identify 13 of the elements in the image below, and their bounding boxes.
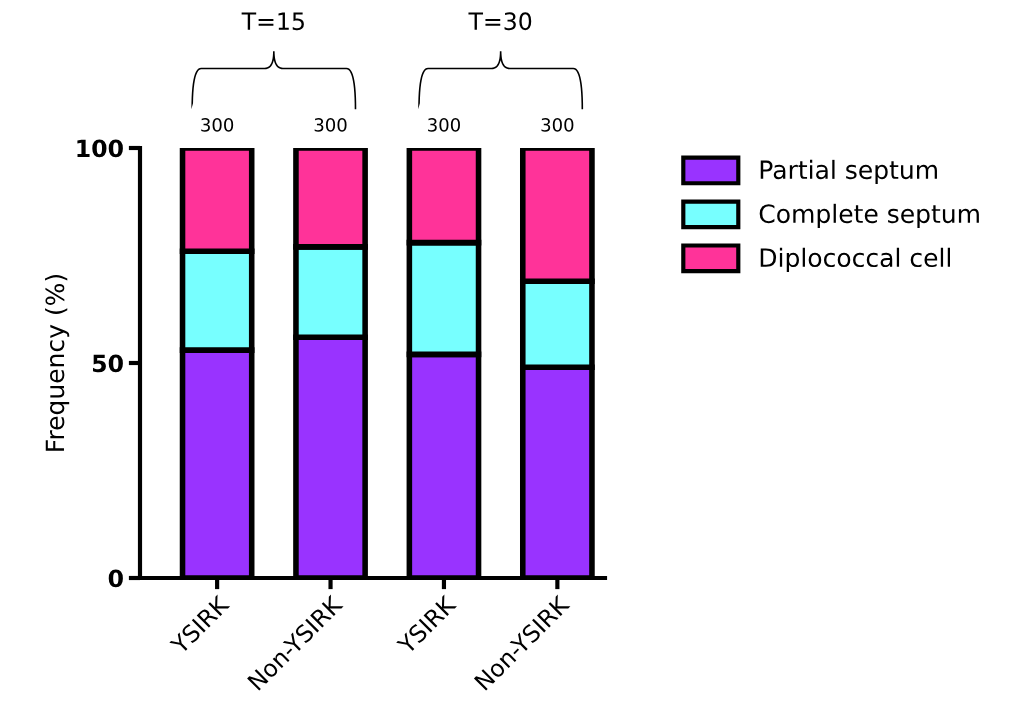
text: T=30	[468, 12, 532, 31]
text: 300	[541, 118, 574, 132]
text: 300	[314, 118, 347, 132]
legend-label: Complete septum	[759, 203, 979, 228]
legend-label: Partial septum	[760, 159, 937, 185]
text: 300	[201, 118, 234, 132]
legend-label: Diplococcal cell	[760, 247, 951, 272]
y-tick-label: 100	[77, 139, 123, 158]
y-tick-label: 0	[108, 569, 123, 588]
text: 300	[428, 118, 460, 132]
y-axis-title: Frequency (%)	[45, 274, 70, 451]
text: T=15	[241, 12, 304, 31]
y-tick-label: 50	[92, 354, 123, 373]
